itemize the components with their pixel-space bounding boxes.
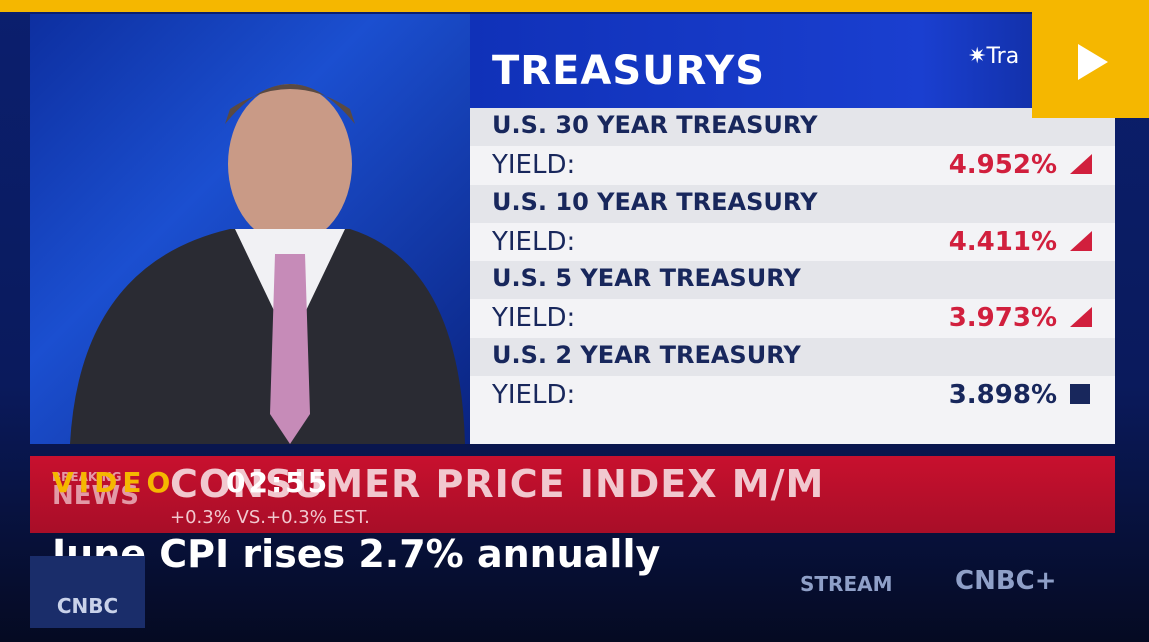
cnbc-logo: CNBC [30, 556, 145, 628]
breaking-news: BREAKING NEWS [52, 470, 139, 511]
yield-value: 4.411% [948, 226, 1057, 257]
row-band [470, 337, 1115, 376]
panel-title: TREASURYS [492, 48, 766, 94]
row-band [470, 108, 1115, 146]
row-name: U.S. 10 YEAR TREASURY [492, 187, 818, 216]
network-label: CNBC+ [955, 566, 1057, 596]
breaking: BREAKING [52, 470, 122, 484]
yield-label: YIELD: [492, 226, 576, 257]
yield-label: YIELD: [492, 150, 576, 180]
video-tag: VIDEO [52, 466, 176, 499]
news: NEWS [52, 481, 139, 511]
duration: 02:55 [226, 466, 331, 499]
row-name: U.S. 2 YEAR TREASURY [492, 340, 801, 369]
ticker-bar [30, 456, 1115, 533]
row-band [470, 261, 1115, 299]
trend-icon [1070, 307, 1092, 327]
row-band [470, 184, 1115, 223]
logo-text: Tra [986, 44, 1020, 69]
yield-label: YIELD: [492, 303, 576, 333]
stream-label: STREAM [800, 572, 893, 596]
top-bar [0, 0, 1149, 12]
logo: ✷Tra [968, 44, 1020, 69]
yield-value: 3.973% [948, 303, 1057, 333]
ticker-headline: CONSUMER PRICE INDEX M/M [170, 462, 825, 506]
ticker-sub: +0.3% VS.+0.3% EST. [170, 507, 370, 528]
panel-header [470, 14, 1115, 108]
anchor [70, 84, 465, 444]
yield-value: 3.898% [948, 379, 1057, 410]
play-button[interactable] [1032, 12, 1149, 118]
studio-background [30, 14, 470, 444]
play-icon [1078, 44, 1108, 80]
row-name: U.S. 30 YEAR TREASURY [492, 111, 818, 139]
yield-value: 4.952% [948, 150, 1057, 180]
video-title[interactable]: June CPI rises 2.7% annually [52, 532, 661, 576]
trend-icon [1070, 230, 1092, 251]
trend-icon [1070, 383, 1090, 404]
row-name: U.S. 5 YEAR TREASURY [492, 264, 801, 292]
yield-label: YIELD: [492, 379, 576, 410]
trend-icon [1070, 154, 1092, 174]
